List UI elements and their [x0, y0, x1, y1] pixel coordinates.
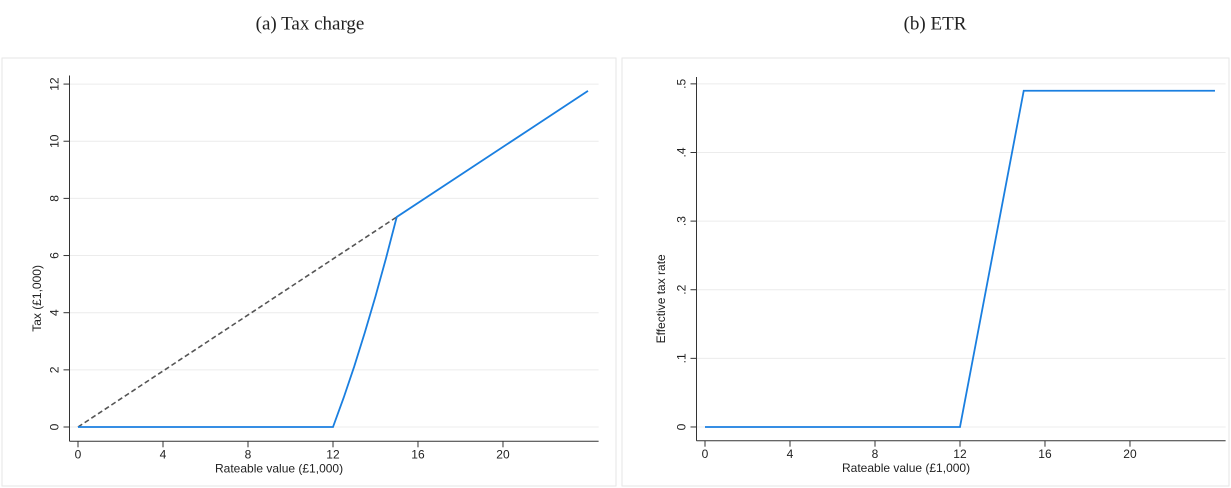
data-line [77, 90, 589, 428]
y-tick-label: 12 [48, 77, 62, 91]
x-tick-label: 20 [1123, 447, 1137, 461]
y-tick-label: 0 [48, 423, 62, 430]
y-tick-label: 8 [48, 195, 62, 202]
panel-frame [621, 57, 1230, 487]
x-tick-label: 16 [1038, 447, 1052, 461]
data-line [77, 216, 398, 428]
y-tick-label: .2 [675, 284, 689, 294]
y-tick-label: 0 [675, 423, 689, 430]
x-tick-label: 4 [160, 447, 167, 461]
y-axis-label: Effective tax rate [654, 254, 668, 343]
y-tick-label: .5 [675, 79, 689, 89]
x-tick-label: 0 [702, 447, 709, 461]
x-tick-label: 4 [787, 447, 794, 461]
x-axis-label: Rateable value (£1,000) [215, 461, 343, 475]
x-tick-label: 12 [953, 447, 967, 461]
y-tick-label: 2 [48, 366, 62, 373]
x-tick-label: 8 [245, 447, 252, 461]
y-tick-label: 4 [48, 309, 62, 316]
y-tick-label: .1 [675, 353, 689, 363]
chart-title: (a) Tax charge [256, 13, 365, 34]
panel-frame [1, 57, 617, 487]
y-tick-label: .4 [675, 147, 689, 157]
y-axis-label: Tax (£1,000) [30, 265, 44, 332]
chart-title: (b) ETR [904, 13, 967, 34]
x-tick-label: 20 [496, 447, 510, 461]
y-tick-label: 10 [48, 134, 62, 148]
x-tick-label: 16 [411, 447, 425, 461]
y-tick-label: .3 [675, 216, 689, 226]
x-tick-label: 0 [75, 447, 82, 461]
data-line [704, 89, 1215, 428]
x-axis-label: Rateable value (£1,000) [842, 461, 970, 475]
y-tick-label: 6 [48, 252, 62, 259]
x-tick-label: 8 [872, 447, 879, 461]
x-tick-label: 12 [326, 447, 340, 461]
